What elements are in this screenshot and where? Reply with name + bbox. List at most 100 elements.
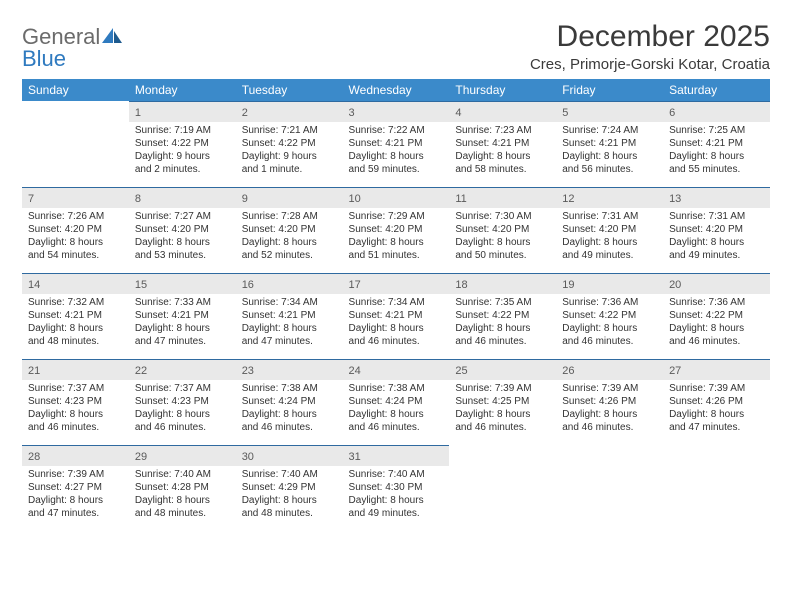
day-number: 29 xyxy=(135,451,147,463)
daylight-line1: Daylight: 8 hours xyxy=(562,322,657,335)
week-row: 14Sunrise: 7:32 AMSunset: 4:21 PMDayligh… xyxy=(22,273,770,359)
daylight-line1: Daylight: 8 hours xyxy=(562,150,657,163)
daylight-line2: and 52 minutes. xyxy=(242,249,337,262)
day-cell: 31Sunrise: 7:40 AMSunset: 4:30 PMDayligh… xyxy=(343,445,450,531)
daylight-line2: and 46 minutes. xyxy=(135,421,230,434)
day-cell: 21Sunrise: 7:37 AMSunset: 4:23 PMDayligh… xyxy=(22,359,129,445)
day-number: 12 xyxy=(562,193,574,205)
sunset-text: Sunset: 4:20 PM xyxy=(349,223,444,236)
daylight-line2: and 46 minutes. xyxy=(669,335,764,348)
day-details: Sunrise: 7:24 AMSunset: 4:21 PMDaylight:… xyxy=(556,122,663,178)
daylight-line1: Daylight: 8 hours xyxy=(455,408,550,421)
sunset-text: Sunset: 4:22 PM xyxy=(135,137,230,150)
sunrise-text: Sunrise: 7:35 AM xyxy=(455,296,550,309)
daylight-line1: Daylight: 9 hours xyxy=(242,150,337,163)
day-number: 14 xyxy=(28,279,40,291)
day-details: Sunrise: 7:28 AMSunset: 4:20 PMDaylight:… xyxy=(236,208,343,264)
daylight-line1: Daylight: 8 hours xyxy=(28,322,123,335)
daylight-line2: and 46 minutes. xyxy=(562,335,657,348)
sunset-text: Sunset: 4:21 PM xyxy=(28,309,123,322)
day-cell xyxy=(22,101,129,187)
daylight-line2: and 53 minutes. xyxy=(135,249,230,262)
sunrise-text: Sunrise: 7:28 AM xyxy=(242,210,337,223)
daylight-line1: Daylight: 8 hours xyxy=(349,236,444,249)
daylight-line1: Daylight: 8 hours xyxy=(562,236,657,249)
daylight-line1: Daylight: 8 hours xyxy=(669,150,764,163)
sunset-text: Sunset: 4:22 PM xyxy=(669,309,764,322)
day-cell: 10Sunrise: 7:29 AMSunset: 4:20 PMDayligh… xyxy=(343,187,450,273)
sunset-text: Sunset: 4:21 PM xyxy=(562,137,657,150)
daylight-line1: Daylight: 8 hours xyxy=(135,236,230,249)
day-cell: 4Sunrise: 7:23 AMSunset: 4:21 PMDaylight… xyxy=(449,101,556,187)
day-details: Sunrise: 7:31 AMSunset: 4:20 PMDaylight:… xyxy=(556,208,663,264)
sunrise-text: Sunrise: 7:33 AM xyxy=(135,296,230,309)
sunrise-text: Sunrise: 7:26 AM xyxy=(28,210,123,223)
day-details: Sunrise: 7:38 AMSunset: 4:24 PMDaylight:… xyxy=(236,380,343,436)
daylight-line2: and 47 minutes. xyxy=(669,421,764,434)
sunset-text: Sunset: 4:20 PM xyxy=(242,223,337,236)
sunrise-text: Sunrise: 7:37 AM xyxy=(28,382,123,395)
sunrise-text: Sunrise: 7:39 AM xyxy=(669,382,764,395)
daylight-line1: Daylight: 8 hours xyxy=(242,408,337,421)
sunrise-text: Sunrise: 7:29 AM xyxy=(349,210,444,223)
day-cell: 27Sunrise: 7:39 AMSunset: 4:26 PMDayligh… xyxy=(663,359,770,445)
day-cell: 6Sunrise: 7:25 AMSunset: 4:21 PMDaylight… xyxy=(663,101,770,187)
sunset-text: Sunset: 4:20 PM xyxy=(669,223,764,236)
day-number: 2 xyxy=(242,107,248,119)
day-number: 1 xyxy=(135,107,141,119)
day-cell: 20Sunrise: 7:36 AMSunset: 4:22 PMDayligh… xyxy=(663,273,770,359)
calendar-table: Sunday Monday Tuesday Wednesday Thursday… xyxy=(22,79,770,531)
sunset-text: Sunset: 4:20 PM xyxy=(135,223,230,236)
day-number: 7 xyxy=(28,193,34,205)
day-cell: 9Sunrise: 7:28 AMSunset: 4:20 PMDaylight… xyxy=(236,187,343,273)
day-number: 15 xyxy=(135,279,147,291)
day-number: 16 xyxy=(242,279,254,291)
col-thursday: Thursday xyxy=(449,79,556,101)
sunrise-text: Sunrise: 7:27 AM xyxy=(135,210,230,223)
day-details: Sunrise: 7:35 AMSunset: 4:22 PMDaylight:… xyxy=(449,294,556,350)
sunrise-text: Sunrise: 7:39 AM xyxy=(455,382,550,395)
daylight-line2: and 49 minutes. xyxy=(349,507,444,520)
daylight-line2: and 48 minutes. xyxy=(135,507,230,520)
day-cell: 19Sunrise: 7:36 AMSunset: 4:22 PMDayligh… xyxy=(556,273,663,359)
daylight-line1: Daylight: 9 hours xyxy=(135,150,230,163)
daylight-line1: Daylight: 8 hours xyxy=(455,150,550,163)
day-details: Sunrise: 7:34 AMSunset: 4:21 PMDaylight:… xyxy=(236,294,343,350)
sunset-text: Sunset: 4:23 PM xyxy=(28,395,123,408)
daylight-line2: and 2 minutes. xyxy=(135,163,230,176)
day-details: Sunrise: 7:22 AMSunset: 4:21 PMDaylight:… xyxy=(343,122,450,178)
day-number: 4 xyxy=(455,107,461,119)
daylight-line2: and 56 minutes. xyxy=(562,163,657,176)
daylight-line2: and 46 minutes. xyxy=(28,421,123,434)
daylight-line1: Daylight: 8 hours xyxy=(669,408,764,421)
day-cell xyxy=(556,445,663,531)
daylight-line1: Daylight: 8 hours xyxy=(242,322,337,335)
daylight-line1: Daylight: 8 hours xyxy=(242,236,337,249)
col-sunday: Sunday xyxy=(22,79,129,101)
day-cell: 2Sunrise: 7:21 AMSunset: 4:22 PMDaylight… xyxy=(236,101,343,187)
sunrise-text: Sunrise: 7:39 AM xyxy=(28,468,123,481)
day-number: 19 xyxy=(562,279,574,291)
sunrise-text: Sunrise: 7:32 AM xyxy=(28,296,123,309)
daylight-line2: and 46 minutes. xyxy=(349,335,444,348)
daylight-line2: and 46 minutes. xyxy=(455,335,550,348)
day-cell: 25Sunrise: 7:39 AMSunset: 4:25 PMDayligh… xyxy=(449,359,556,445)
daylight-line2: and 48 minutes. xyxy=(28,335,123,348)
day-number: 3 xyxy=(349,107,355,119)
day-details: Sunrise: 7:38 AMSunset: 4:24 PMDaylight:… xyxy=(343,380,450,436)
sunset-text: Sunset: 4:21 PM xyxy=(669,137,764,150)
day-number: 21 xyxy=(28,365,40,377)
sunset-text: Sunset: 4:21 PM xyxy=(349,137,444,150)
sunset-text: Sunset: 4:22 PM xyxy=(562,309,657,322)
day-details: Sunrise: 7:39 AMSunset: 4:26 PMDaylight:… xyxy=(663,380,770,436)
day-details: Sunrise: 7:30 AMSunset: 4:20 PMDaylight:… xyxy=(449,208,556,264)
sunset-text: Sunset: 4:20 PM xyxy=(562,223,657,236)
day-cell: 29Sunrise: 7:40 AMSunset: 4:28 PMDayligh… xyxy=(129,445,236,531)
day-cell: 26Sunrise: 7:39 AMSunset: 4:26 PMDayligh… xyxy=(556,359,663,445)
day-details: Sunrise: 7:39 AMSunset: 4:26 PMDaylight:… xyxy=(556,380,663,436)
logo: GeneralBlue xyxy=(22,26,122,70)
day-details: Sunrise: 7:36 AMSunset: 4:22 PMDaylight:… xyxy=(663,294,770,350)
day-number: 31 xyxy=(349,451,361,463)
sunset-text: Sunset: 4:25 PM xyxy=(455,395,550,408)
day-cell: 18Sunrise: 7:35 AMSunset: 4:22 PMDayligh… xyxy=(449,273,556,359)
